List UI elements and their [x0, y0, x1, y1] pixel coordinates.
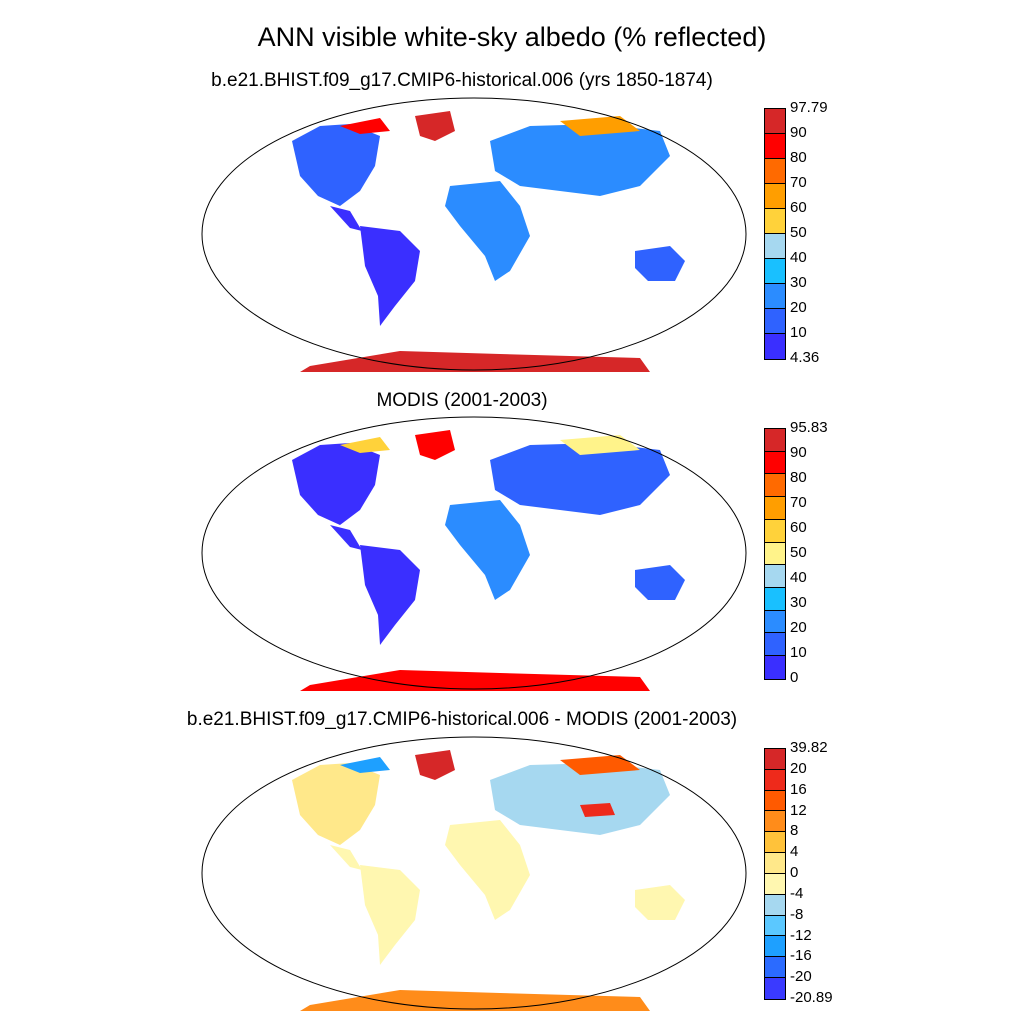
colorbar-1-swatches — [764, 108, 786, 360]
colorbar-label: -8 — [790, 905, 804, 923]
colorbar-swatch — [765, 429, 785, 452]
colorbar-label: 10 — [790, 324, 807, 341]
colorbar-swatch — [765, 451, 785, 475]
colorbar-label: 4 — [790, 843, 799, 861]
colorbar-label: -20 — [790, 968, 812, 986]
colorbar-label: 4.36 — [790, 349, 820, 366]
colorbar-label: 50 — [790, 544, 807, 561]
colorbar-swatch — [765, 284, 785, 309]
colorbar-label: 20 — [790, 759, 807, 777]
colorbar-swatch — [765, 853, 785, 874]
colorbar-swatch — [765, 588, 785, 611]
colorbar-label: 20 — [790, 619, 807, 636]
colorbar-label: 40 — [790, 569, 807, 586]
colorbar-swatch — [765, 832, 785, 854]
colorbar-label: 60 — [790, 199, 807, 216]
colorbar-label: -4 — [790, 884, 804, 902]
colorbar-label: -20.89 — [790, 989, 833, 1006]
colorbar-3-swatches — [764, 748, 786, 1000]
colorbar-swatch — [765, 334, 785, 359]
panel-2-title: MODIS (2001-2003) — [376, 390, 548, 411]
colorbar-swatch — [765, 309, 785, 334]
colorbar-2-swatches — [764, 428, 786, 680]
map-2-land — [292, 430, 685, 691]
colorbar-swatch — [765, 873, 785, 895]
colorbar-label: 40 — [790, 249, 807, 266]
colorbar-swatch — [765, 209, 785, 234]
panel-3-map — [201, 736, 747, 1011]
colorbar-label: -16 — [790, 947, 812, 965]
colorbar-swatch — [765, 915, 785, 937]
colorbar-swatch — [765, 234, 785, 259]
colorbar-label: 60 — [790, 519, 807, 536]
map-3-land — [292, 750, 685, 1011]
colorbar-swatch — [765, 749, 785, 770]
colorbar-label: 12 — [790, 801, 807, 819]
colorbar-swatch — [765, 519, 785, 543]
colorbar-swatch — [765, 497, 785, 520]
map-1-land — [292, 111, 685, 372]
colorbar-swatch — [765, 978, 785, 999]
colorbar-label: 0 — [790, 864, 799, 881]
panel-1-colorbar — [764, 108, 786, 360]
map-3-boundary — [201, 736, 747, 1010]
colorbar-swatch — [765, 159, 785, 184]
colorbar-swatch — [765, 565, 785, 589]
colorbar-swatch — [765, 894, 785, 916]
colorbar-label: 80 — [790, 149, 807, 166]
colorbar-label: 97.79 — [790, 99, 828, 116]
colorbar-label: -12 — [790, 926, 812, 944]
colorbar-swatch — [765, 957, 785, 979]
colorbar-label: 30 — [790, 594, 807, 611]
colorbar-label: 80 — [790, 469, 807, 486]
colorbar-label: 50 — [790, 224, 807, 241]
colorbar-swatch — [765, 134, 785, 159]
panel-1-title: b.e21.BHIST.f09_g17.CMIP6-historical.006… — [211, 70, 713, 91]
colorbar-label: 0 — [790, 669, 799, 686]
colorbar-swatch — [765, 184, 785, 209]
colorbar-swatch — [765, 790, 785, 812]
map-1-boundary — [201, 97, 747, 371]
map-2-boundary — [201, 416, 747, 690]
colorbar-label: 90 — [790, 124, 807, 141]
colorbar-swatch — [765, 769, 785, 791]
colorbar-label: 16 — [790, 780, 807, 798]
colorbar-label: 39.82 — [790, 739, 828, 756]
colorbar-label: 95.83 — [790, 419, 828, 436]
colorbar-label: 10 — [790, 644, 807, 661]
panel-3-colorbar — [764, 748, 786, 1000]
colorbar-swatch — [765, 656, 785, 679]
panel-1-map — [201, 97, 747, 372]
colorbar-swatch — [765, 811, 785, 833]
main-title: ANN visible white-sky albedo (% reflecte… — [257, 22, 767, 52]
panel-2-map — [201, 416, 747, 691]
colorbar-label: 70 — [790, 174, 807, 191]
colorbar-swatch — [765, 936, 785, 958]
colorbar-label: 20 — [790, 299, 807, 316]
colorbar-swatch — [765, 474, 785, 498]
panel-3-title: b.e21.BHIST.f09_g17.CMIP6-historical.006… — [186, 709, 738, 730]
colorbar-swatch — [765, 259, 785, 284]
panel-2-colorbar — [764, 428, 786, 680]
colorbar-swatch — [765, 633, 785, 657]
colorbar-label: 90 — [790, 444, 807, 461]
colorbar-label: 70 — [790, 494, 807, 511]
colorbar-swatch — [765, 610, 785, 634]
colorbar-label: 8 — [790, 822, 799, 840]
colorbar-swatch — [765, 109, 785, 134]
colorbar-label: 30 — [790, 274, 807, 291]
colorbar-swatch — [765, 542, 785, 566]
